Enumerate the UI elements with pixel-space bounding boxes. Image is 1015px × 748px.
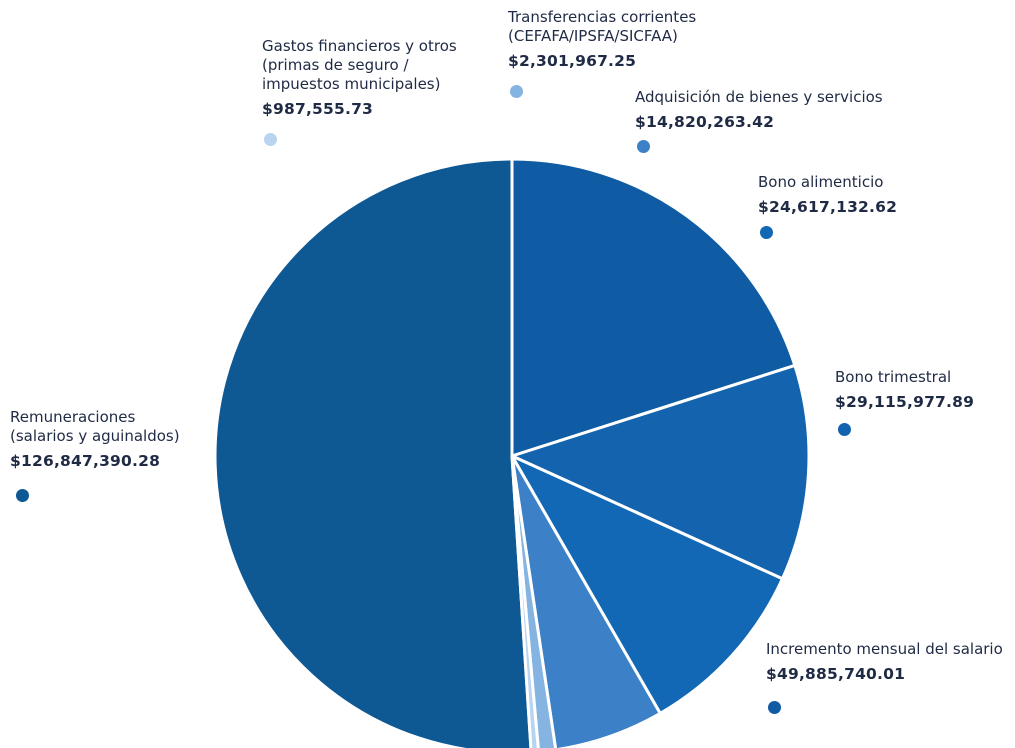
legend-item-6: Transferencias corrientes (CEFAFA/IPSFA/… [508, 8, 696, 71]
legend-dot-marker [838, 423, 851, 436]
legend-label: Incremento mensual del salario [766, 640, 1003, 658]
legend-dot-marker [510, 85, 523, 98]
legend-item-1: Remuneraciones (salarios y aguinaldos) $1… [10, 408, 180, 471]
legend-dot-marker [16, 489, 29, 502]
pie-slice-3 [510, 363, 811, 581]
pie-slice-2 [510, 157, 797, 458]
legend-item-4: Bono alimenticio $24,617,132.62 [758, 173, 897, 217]
legend-value: $126,847,390.28 [10, 452, 161, 470]
legend-dot-marker [637, 140, 650, 153]
legend-value: $24,617,132.62 [758, 198, 898, 216]
legend-label: Bono alimenticio [758, 173, 884, 191]
legend-value: $29,115,977.89 [835, 393, 975, 411]
legend-item-2: Incremento mensual del salario $49,885,74… [766, 640, 1003, 684]
pie-slice-5 [510, 454, 662, 748]
legend-label: Remuneraciones (salarios y aguinaldos) [10, 408, 180, 445]
legend-value: $14,820,263.42 [635, 113, 775, 131]
legend-item-3: Bono trimestral $29,115,977.89 [835, 368, 974, 412]
pie-slice-1 [213, 157, 533, 748]
pie-slice-6 [510, 454, 558, 748]
legend-value: $49,885,740.01 [766, 665, 906, 683]
legend-label: Transferencias corrientes (CEFAFA/IPSFA/… [508, 8, 697, 45]
legend-dot-marker [264, 133, 277, 146]
pie-slice-4 [510, 454, 784, 715]
legend-dot-marker [760, 226, 773, 239]
legend-item-5: Adquisición de bienes y servicios $14,820… [635, 88, 883, 132]
legend-label: Gastos financieros y otros (primas de se… [262, 37, 457, 93]
legend-value: $2,301,967.25 [508, 52, 637, 70]
legend-dot-marker [768, 701, 781, 714]
legend-label: Bono trimestral [835, 368, 952, 386]
legend-label: Adquisición de bienes y servicios [635, 88, 883, 106]
legend-value: $987,555.73 [262, 100, 374, 118]
legend-item-7: Gastos financieros y otros (primas de se… [262, 37, 457, 119]
